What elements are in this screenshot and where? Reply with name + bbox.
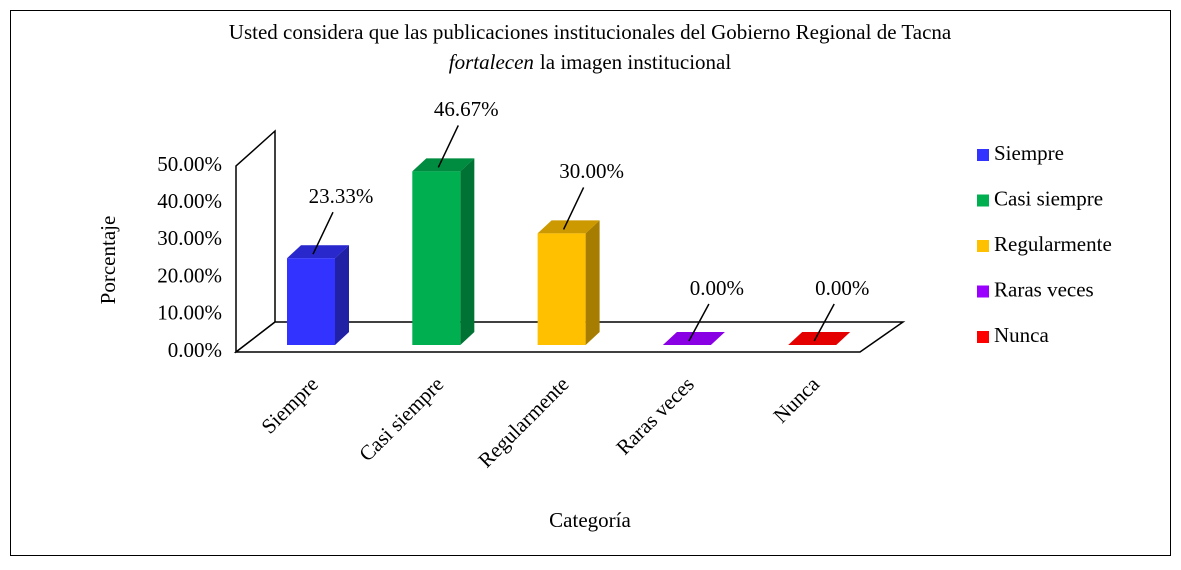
legend-swatch bbox=[977, 194, 989, 207]
bar-side-shade bbox=[585, 220, 600, 345]
leader-line bbox=[562, 187, 585, 230]
bar-top-shade bbox=[287, 245, 349, 259]
bar-side bbox=[585, 220, 600, 345]
bar bbox=[287, 258, 335, 345]
y-tick-label: 50.00% bbox=[157, 152, 222, 176]
leader-line bbox=[437, 125, 459, 168]
legend-swatch bbox=[977, 240, 989, 252]
bar-top bbox=[662, 332, 725, 345]
back-wall bbox=[235, 129, 276, 354]
legend-label: Nunca bbox=[994, 323, 1049, 347]
bar-top-shade bbox=[537, 220, 600, 234]
title-rest: la imagen institucional bbox=[540, 50, 731, 74]
leader-line bbox=[813, 303, 835, 342]
legend-label: Siempre bbox=[994, 141, 1064, 165]
chart-title: Usted considera que las publicaciones in… bbox=[229, 20, 952, 44]
legend-swatch bbox=[977, 149, 989, 161]
data-label: 30.00% bbox=[559, 159, 624, 183]
data-label: 0.00% bbox=[690, 276, 744, 300]
bar-side bbox=[335, 245, 349, 345]
bar bbox=[537, 233, 586, 345]
data-label: 46.67% bbox=[434, 97, 499, 121]
leader-line bbox=[688, 303, 710, 342]
y-tick-label: 40.00% bbox=[157, 189, 222, 213]
y-tick-label: 20.00% bbox=[157, 263, 222, 287]
bar-top-shade bbox=[412, 158, 475, 172]
y-axis-label: Porcentaje bbox=[96, 216, 120, 305]
legend-label: Regularmente bbox=[994, 232, 1112, 256]
bar bbox=[412, 171, 461, 345]
bar-top bbox=[537, 220, 600, 234]
data-label: 0.00% bbox=[815, 276, 869, 300]
bar-side-shade bbox=[335, 245, 349, 345]
bar-top bbox=[287, 245, 349, 259]
legend-label: Raras veces bbox=[994, 277, 1094, 301]
title-emphasis: fortalecen bbox=[449, 50, 534, 74]
leader-line bbox=[312, 211, 334, 255]
x-axis-label: Categoría bbox=[549, 508, 631, 532]
bar-top bbox=[788, 332, 851, 345]
bar-top-shade bbox=[662, 332, 725, 345]
bar-side-shade bbox=[460, 158, 475, 345]
bar-top-shade bbox=[788, 332, 851, 345]
y-tick-label: 30.00% bbox=[157, 226, 222, 250]
bar-side bbox=[460, 158, 475, 345]
data-label: 23.33% bbox=[309, 184, 374, 208]
bar-top bbox=[412, 158, 475, 172]
chart-title-line2: fortalecen la imagen institucional bbox=[449, 50, 732, 74]
y-tick-label: 10.00% bbox=[157, 301, 222, 325]
y-tick-label: 0.00% bbox=[168, 338, 222, 362]
legend-swatch bbox=[977, 285, 989, 298]
legend-label: Casi siempre bbox=[994, 186, 1103, 210]
legend-swatch bbox=[977, 331, 989, 343]
